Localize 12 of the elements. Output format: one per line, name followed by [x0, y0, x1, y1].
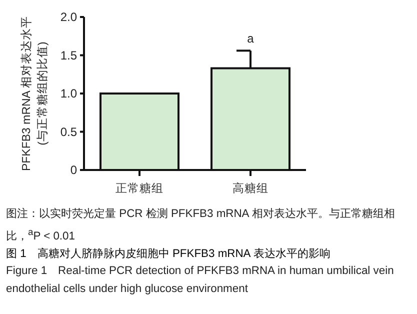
x-tick-label: 正常糖组: [116, 181, 164, 195]
y-tick-label: 0: [70, 163, 78, 177]
y-tick-label: 1.5: [60, 48, 78, 62]
text: Figure 1 Real-time PCR detection of PFKFB3 mRNA in human umbilical vein endothelial cells under high glucose environment: [6, 264, 395, 297]
y-axis-title: PFKFB3 mRNA 相对表达水平 (与正常糖组的比值): [20, 16, 49, 172]
x-tick-label: 高糖组: [232, 181, 268, 195]
annotation: a: [247, 32, 254, 46]
y-tick-label: 1.0: [60, 86, 78, 100]
y-tick-label: 2.0: [60, 10, 78, 24]
y-tick-label: 0.5: [60, 124, 78, 139]
text: 图 1 高糖对人脐静脉内皮细胞中 PFKFB3 mRNA 表达水平的影响: [6, 246, 332, 262]
text: 图注：以实时荧光定量 PCR 检测 PFKFB3 mRNA 相对表达水平。与正常糖组相比，$^{a}$P < 0.01: [6, 206, 396, 244]
